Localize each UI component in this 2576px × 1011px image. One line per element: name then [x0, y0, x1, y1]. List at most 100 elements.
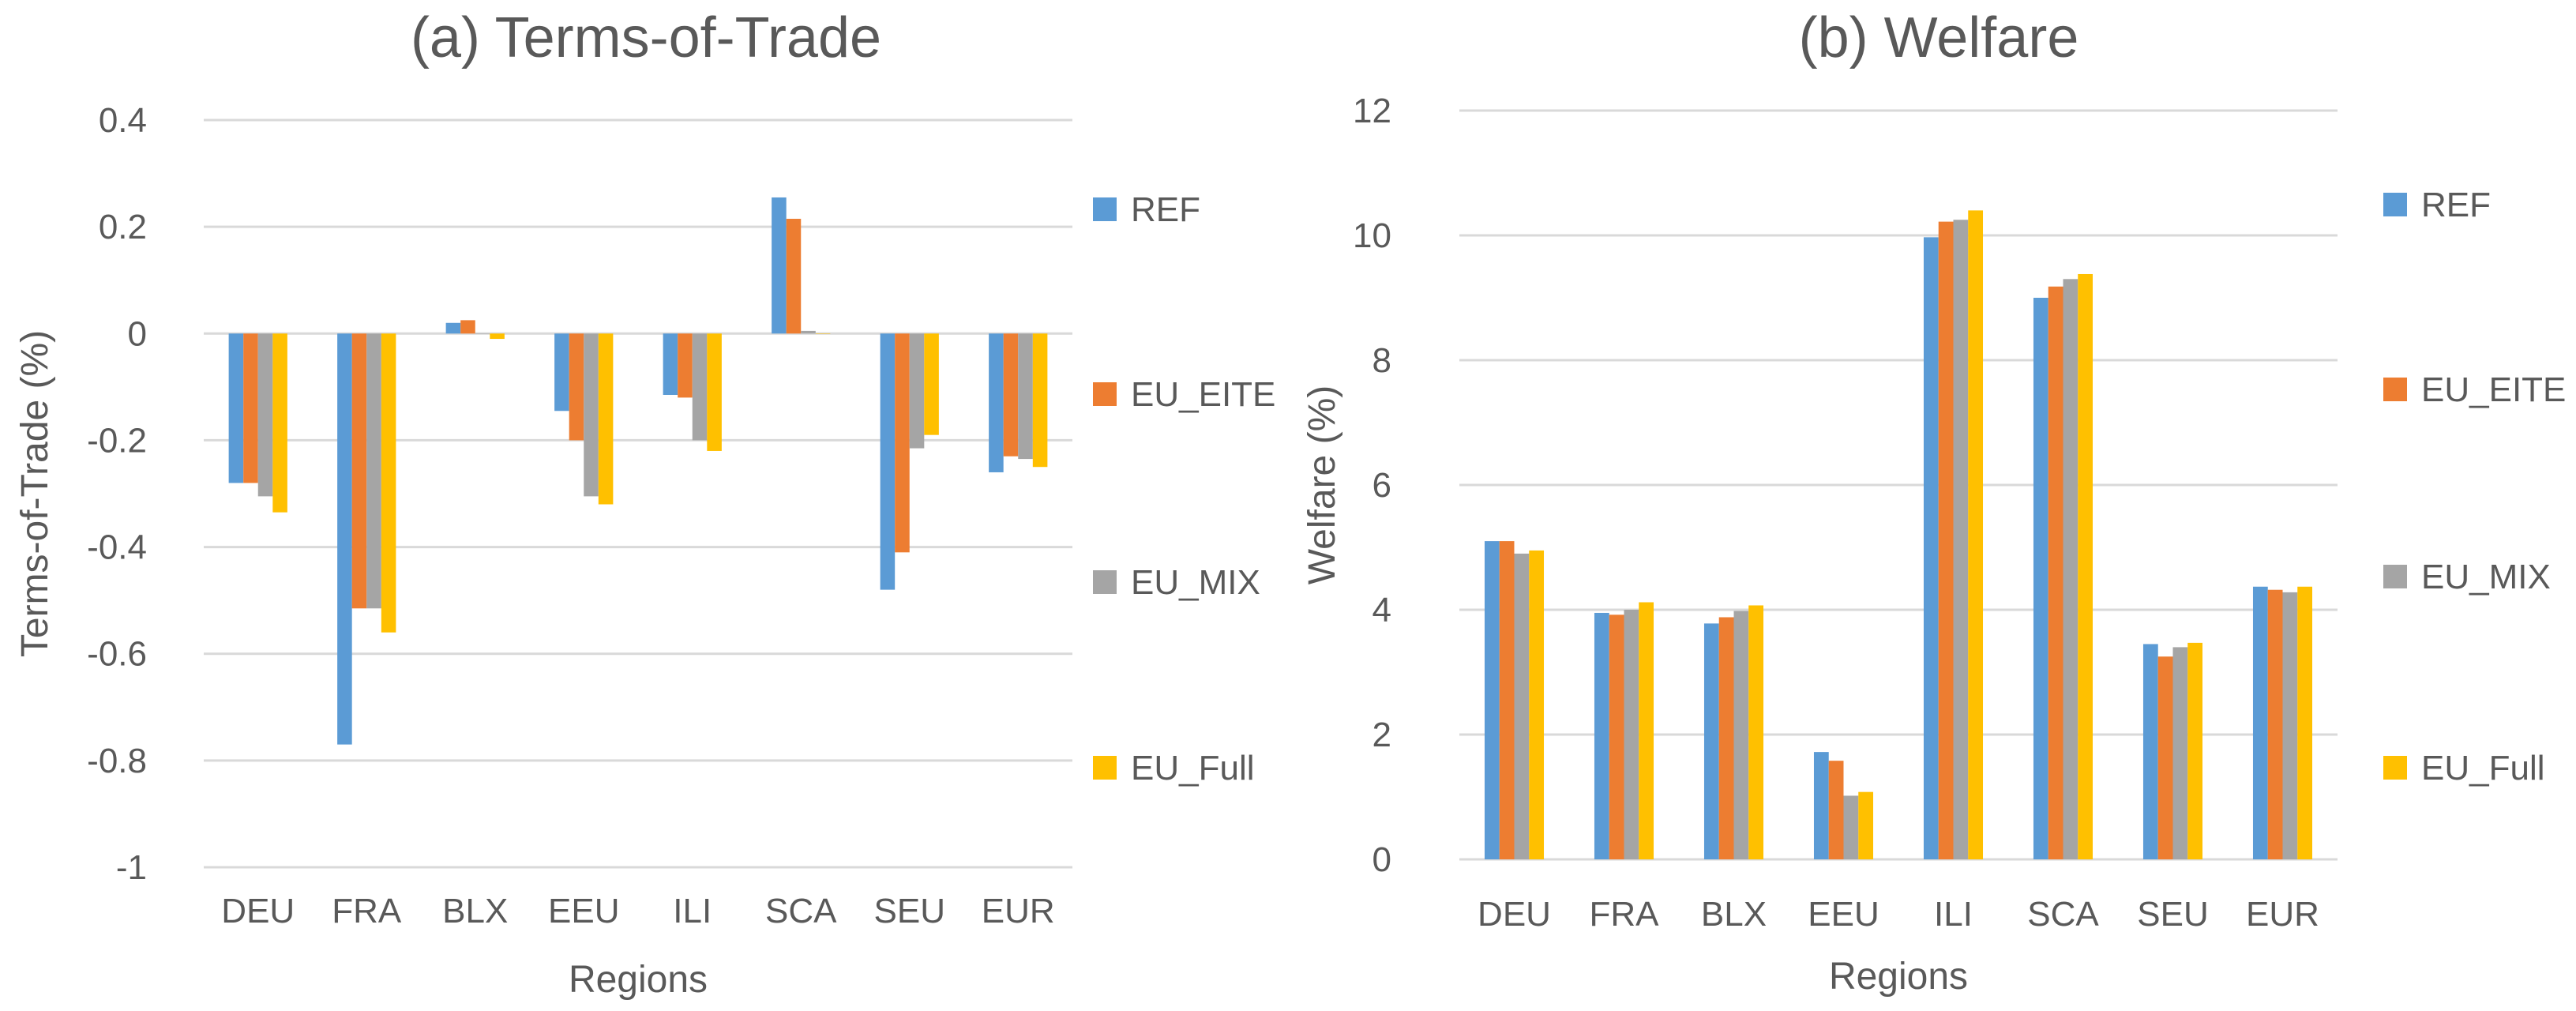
tot-bar-eu-full-sca — [815, 333, 831, 334]
welfare-bar-eu-eite-ili — [1938, 221, 1954, 859]
welfare-bar-ref-ili — [1923, 237, 1939, 859]
welfare-bar-eu-mix-blx — [1733, 611, 1749, 859]
welfare-bar-eu-eite-blx — [1718, 617, 1734, 859]
tot-x-tick-label: EUR — [982, 892, 1055, 930]
tot-bar-eu-mix-deu — [257, 333, 273, 497]
tot-bar-ref-sca — [772, 197, 787, 334]
tot-bar-ref-blx — [445, 322, 461, 334]
tot-y-axis-label: Terms-of-Trade (%) — [14, 330, 56, 657]
tot-y-tick-label: 0.4 — [99, 101, 147, 140]
welfare-bar-eu-full-ili — [1968, 210, 1984, 859]
welfare-bar-eu-full-deu — [1529, 550, 1545, 859]
welfare-y-tick-label: 6 — [1372, 466, 1391, 505]
welfare-y-tick-label: 12 — [1353, 92, 1391, 130]
welfare-bar-eu-mix-ili — [1953, 220, 1969, 859]
welfare-x-tick-label: SCA — [2027, 895, 2099, 934]
welfare-x-tick-label: SEU — [2137, 895, 2208, 934]
tot-bar-eu-eite-fra — [351, 333, 367, 609]
tot-bar-eu-full-ili — [707, 333, 722, 451]
welfare-bar-eu-eite-deu — [1499, 541, 1515, 859]
tot-y-tick-label: -0.8 — [87, 742, 147, 780]
welfare-x-tick-label: EUR — [2246, 895, 2319, 934]
tot-bar-eu-eite-ili — [678, 333, 693, 398]
tot-bar-eu-eite-eur — [1003, 333, 1019, 457]
tot-x-tick-label: BLX — [442, 892, 508, 930]
welfare-bar-eu-mix-fra — [1624, 610, 1639, 859]
tot-bar-eu-mix-ili — [692, 333, 708, 441]
welfare-legend-label: EU_EITE — [2421, 370, 2566, 409]
welfare-x-tick-label: ILI — [1934, 895, 1973, 934]
welfare-bar-eu-full-eur — [2297, 586, 2313, 859]
welfare-x-tick-label: FRA — [1590, 895, 1660, 934]
welfare-chart-title: (b) Welfare — [1799, 6, 2079, 70]
tot-bar-eu-full-fra — [381, 333, 396, 633]
tot-bar-eu-mix-eur — [1018, 333, 1033, 460]
welfare-bar-eu-full-sca — [2078, 273, 2093, 860]
welfare-x-tick-label: DEU — [1478, 895, 1551, 934]
welfare-bar-eu-mix-eeu — [1843, 795, 1859, 859]
welfare-bar-eu-full-fra — [1639, 602, 1654, 859]
welfare-y-axis-label: Welfare (%) — [1301, 385, 1343, 585]
tot-legend-swatch-eu-full — [1093, 756, 1117, 780]
welfare-bar-ref-fra — [1594, 612, 1609, 859]
tot-bar-eu-eite-blx — [460, 320, 475, 334]
tot-bar-eu-full-seu — [924, 333, 939, 435]
tot-legend-swatch-eu-eite — [1093, 382, 1117, 406]
tot-y-tick-label: 0.2 — [99, 208, 147, 246]
tot-bar-ref-ili — [663, 333, 678, 395]
welfare-bar-eu-eite-fra — [1609, 614, 1624, 859]
tot-legend-label: EU_Full — [1131, 749, 1255, 787]
welfare-legend-swatch-eu-mix — [2383, 565, 2407, 588]
tot-bar-eu-eite-deu — [243, 333, 258, 483]
tot-y-tick-label: -0.4 — [87, 528, 147, 567]
welfare-bar-eu-mix-deu — [1514, 553, 1530, 859]
tot-y-tick-label: 0 — [128, 314, 147, 353]
welfare-y-tick-label: 2 — [1372, 716, 1391, 754]
tot-bar-eu-mix-eeu — [584, 333, 599, 497]
tot-bar-eu-full-deu — [272, 333, 287, 513]
tot-bar-eu-full-blx — [490, 333, 505, 340]
tot-legend-swatch-ref — [1093, 197, 1117, 221]
welfare-bar-ref-eur — [2252, 586, 2268, 859]
tot-chart-title: (a) Terms-of-Trade — [411, 6, 881, 70]
tot-bar-ref-eeu — [554, 333, 569, 412]
welfare-bar-eu-mix-eur — [2282, 592, 2298, 859]
tot-x-tick-label: EEU — [548, 892, 619, 930]
terms-of-trade-chart: 0.4 0.2 0 -0.2 -0.4 -0.6 -0.8 -1 (a) Terms-of-Tr… — [14, 6, 1275, 1001]
welfare-legend-swatch-ref — [2383, 193, 2407, 216]
tot-x-tick-label: FRA — [332, 892, 402, 930]
welfare-bar-eu-eite-seu — [2157, 656, 2173, 859]
tot-bar-ref-seu — [880, 333, 896, 590]
tot-bar-eu-mix-fra — [366, 333, 381, 609]
welfare-y-tick-label: 10 — [1353, 216, 1391, 255]
tot-x-axis-label: Regions — [569, 959, 708, 1001]
welfare-legend-swatch-eu-full — [2383, 756, 2407, 780]
welfare-y-tick-label: 8 — [1372, 341, 1391, 380]
welfare-bar-eu-eite-eeu — [1828, 761, 1844, 859]
welfare-legend-label: EU_MIX — [2421, 558, 2551, 596]
tot-legend-label: REF — [1131, 190, 1200, 229]
welfare-bar-eu-full-eeu — [1858, 791, 1874, 859]
welfare-x-tick-label: EEU — [1808, 895, 1879, 934]
tot-bar-eu-eite-sca — [786, 219, 802, 334]
tot-y-tick-label: -1 — [116, 848, 147, 887]
tot-bar-eu-full-eeu — [598, 333, 614, 505]
tot-bar-eu-eite-eeu — [569, 333, 584, 441]
welfare-x-tick-label: BLX — [1701, 895, 1767, 934]
welfare-bar-eu-full-seu — [2187, 642, 2203, 859]
tot-bar-eu-eite-seu — [895, 333, 910, 553]
welfare-x-axis-label: Regions — [1829, 956, 1968, 998]
welfare-bar-ref-deu — [1484, 541, 1500, 859]
tot-bar-eu-full-eur — [1032, 333, 1048, 468]
welfare-bar-ref-blx — [1703, 623, 1719, 859]
welfare-bar-eu-mix-sca — [2063, 279, 2078, 859]
tot-y-tick-label: -0.6 — [87, 635, 147, 674]
tot-bar-eu-mix-seu — [909, 333, 925, 449]
tot-x-tick-label: SEU — [874, 892, 945, 930]
tot-bar-ref-eur — [989, 333, 1004, 472]
welfare-chart: 12 10 8 6 4 2 0 (b) Welfare Regions Welfare (%) DE… — [1301, 6, 2566, 998]
welfare-y-tick-label: 4 — [1372, 591, 1391, 630]
tot-bar-eu-mix-blx — [475, 333, 490, 334]
welfare-bar-eu-mix-seu — [2172, 647, 2188, 859]
